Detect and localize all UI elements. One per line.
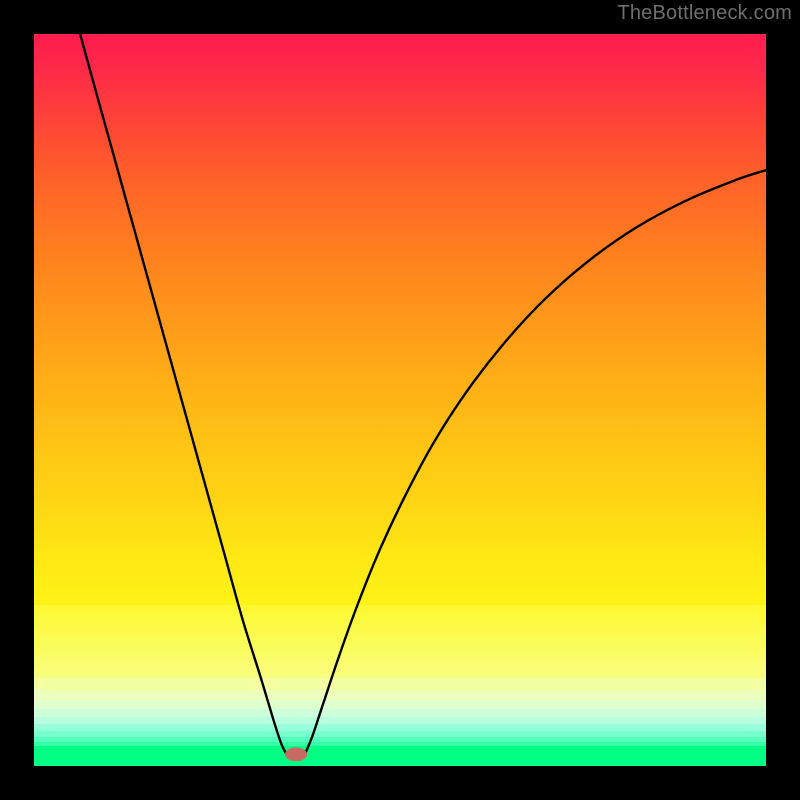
watermark-text: TheBottleneck.com xyxy=(617,2,792,25)
curve-left-branch xyxy=(80,34,286,754)
curve-right-branch xyxy=(305,170,766,754)
chart-frame: TheBottleneck.com xyxy=(0,0,800,800)
plot-area xyxy=(34,34,766,766)
curves-layer xyxy=(34,34,766,766)
min-marker xyxy=(285,747,307,761)
